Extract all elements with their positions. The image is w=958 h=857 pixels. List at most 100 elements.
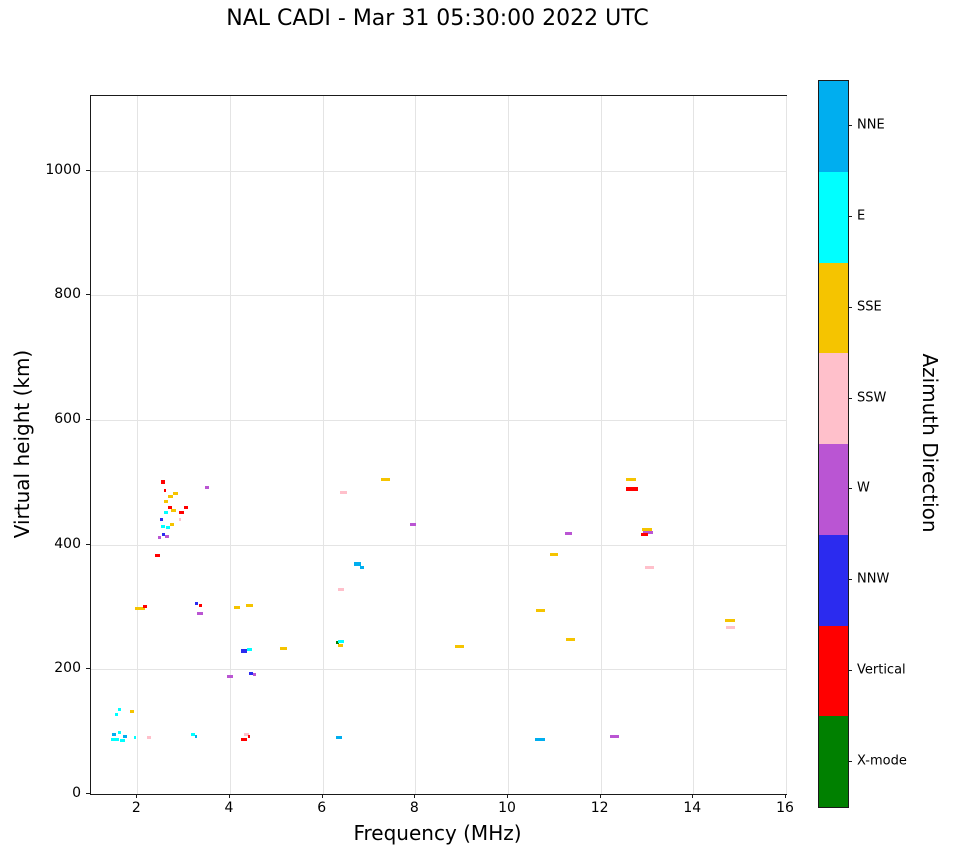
colorbar-tick xyxy=(848,216,852,218)
y-tick xyxy=(86,419,90,421)
echo-point-vertical xyxy=(142,604,148,608)
y-tick xyxy=(86,793,90,794)
echo-point-ssw xyxy=(644,566,654,570)
x-tick xyxy=(599,794,601,798)
echo-point-vertical xyxy=(163,489,167,492)
echo-point-e xyxy=(160,524,166,528)
y-axis-label: Virtual height (km) xyxy=(10,349,34,539)
colorbar-label: NNE xyxy=(857,117,885,133)
echo-point-nne xyxy=(195,734,198,738)
colorbar-label: NNW xyxy=(857,571,890,587)
colorbar-segment-nne xyxy=(819,81,848,172)
echo-point-vertical xyxy=(247,735,251,739)
echo-point-w xyxy=(165,534,169,538)
echo-point-sse xyxy=(170,523,174,527)
gridline-vertical xyxy=(600,96,602,794)
echo-point-vertical xyxy=(154,554,161,558)
gridline-horizontal xyxy=(91,295,786,297)
echo-point-e xyxy=(133,736,137,740)
echo-point-ssw xyxy=(340,490,347,494)
echo-point-sse xyxy=(134,606,145,610)
colorbar-tick xyxy=(848,760,852,762)
echo-point-sse xyxy=(173,492,178,496)
echo-point-w xyxy=(204,485,210,489)
colorbar-tick xyxy=(848,397,852,399)
echo-point-e xyxy=(118,708,122,712)
colorbar-tick xyxy=(848,669,852,671)
echo-point-ssw xyxy=(725,625,736,629)
echo-point-sse xyxy=(338,643,343,647)
x-tick xyxy=(136,794,138,798)
echo-point-e xyxy=(164,510,168,514)
echo-point-e xyxy=(118,730,122,734)
echo-point-nne xyxy=(354,562,361,566)
gridline-vertical xyxy=(415,96,417,794)
colorbar-label: SSW xyxy=(857,390,887,406)
colorbar-tick xyxy=(848,488,852,490)
colorbar-label: E xyxy=(857,208,866,224)
x-axis-label: Frequency (MHz) xyxy=(353,821,522,845)
echo-point-w xyxy=(196,612,204,616)
echo-point-nnw xyxy=(161,533,165,537)
x-tick xyxy=(785,794,786,798)
colorbar-label: W xyxy=(857,480,870,496)
y-tick-label: 800 xyxy=(54,286,81,303)
y-tick-label: 600 xyxy=(54,411,81,428)
echo-point-w xyxy=(252,672,256,676)
echo-point-sse xyxy=(245,604,254,608)
colorbar-tick xyxy=(848,579,852,581)
echo-point-nnw xyxy=(248,671,254,675)
echo-point-sse xyxy=(279,647,287,651)
echo-point-vertical xyxy=(199,603,202,607)
echo-point-sse xyxy=(233,605,241,609)
colorbar-label: SSE xyxy=(857,299,882,315)
y-tick xyxy=(86,543,90,545)
echo-point-w xyxy=(227,675,233,679)
echo-point-vertical xyxy=(184,505,188,509)
y-tick xyxy=(86,668,90,670)
echo-point-ssw xyxy=(338,587,344,591)
x-tick-label: 16 xyxy=(776,800,794,816)
echo-point-w xyxy=(564,532,572,535)
echo-point-e xyxy=(120,738,125,742)
echo-point-nne xyxy=(123,734,128,738)
echo-point-sse xyxy=(167,495,174,499)
echo-point-w xyxy=(609,734,620,738)
gridline-vertical xyxy=(322,96,324,794)
echo-point-vertical xyxy=(179,510,184,514)
x-tick-label: 14 xyxy=(683,800,702,816)
echo-point-vertical xyxy=(641,532,648,536)
echo-point-e xyxy=(247,647,252,651)
x-tick-label: 10 xyxy=(498,800,516,816)
colorbar-segment-vertical xyxy=(819,625,848,717)
gridline-vertical xyxy=(508,96,509,794)
echo-point-ssw xyxy=(244,733,249,737)
echo-point-vertical xyxy=(161,480,166,485)
echo-point-vertical xyxy=(241,738,247,742)
gridline-horizontal xyxy=(91,420,786,422)
echo-point-nne xyxy=(360,565,364,569)
echo-point-nne xyxy=(535,737,546,741)
echo-point-sse xyxy=(380,478,390,482)
gridline-vertical xyxy=(693,96,695,794)
echo-point-sse xyxy=(163,499,169,503)
echo-point-sse xyxy=(625,477,636,481)
y-tick xyxy=(86,169,90,171)
echo-point-nne xyxy=(112,732,116,736)
y-tick-label: 0 xyxy=(72,785,81,801)
colorbar-label: X-mode xyxy=(857,753,907,769)
echo-point-sse xyxy=(566,637,575,641)
colorbar-segment-nnw xyxy=(819,534,848,626)
colorbar-segment-ssw xyxy=(819,353,848,444)
echo-point-w xyxy=(157,535,162,539)
plot-title: NAL CADI - Mar 31 05:30:00 2022 UTC xyxy=(226,6,649,31)
echo-point-nne xyxy=(336,736,342,740)
gridline-horizontal xyxy=(91,544,786,546)
echo-point-nnw xyxy=(194,601,199,605)
echo-point-x-mode xyxy=(336,641,339,645)
y-tick-label: 200 xyxy=(54,660,81,677)
echo-point-e xyxy=(338,640,344,644)
plot-area xyxy=(90,95,787,795)
echo-point-nnw xyxy=(160,518,163,522)
colorbar-segment-e xyxy=(819,171,848,263)
